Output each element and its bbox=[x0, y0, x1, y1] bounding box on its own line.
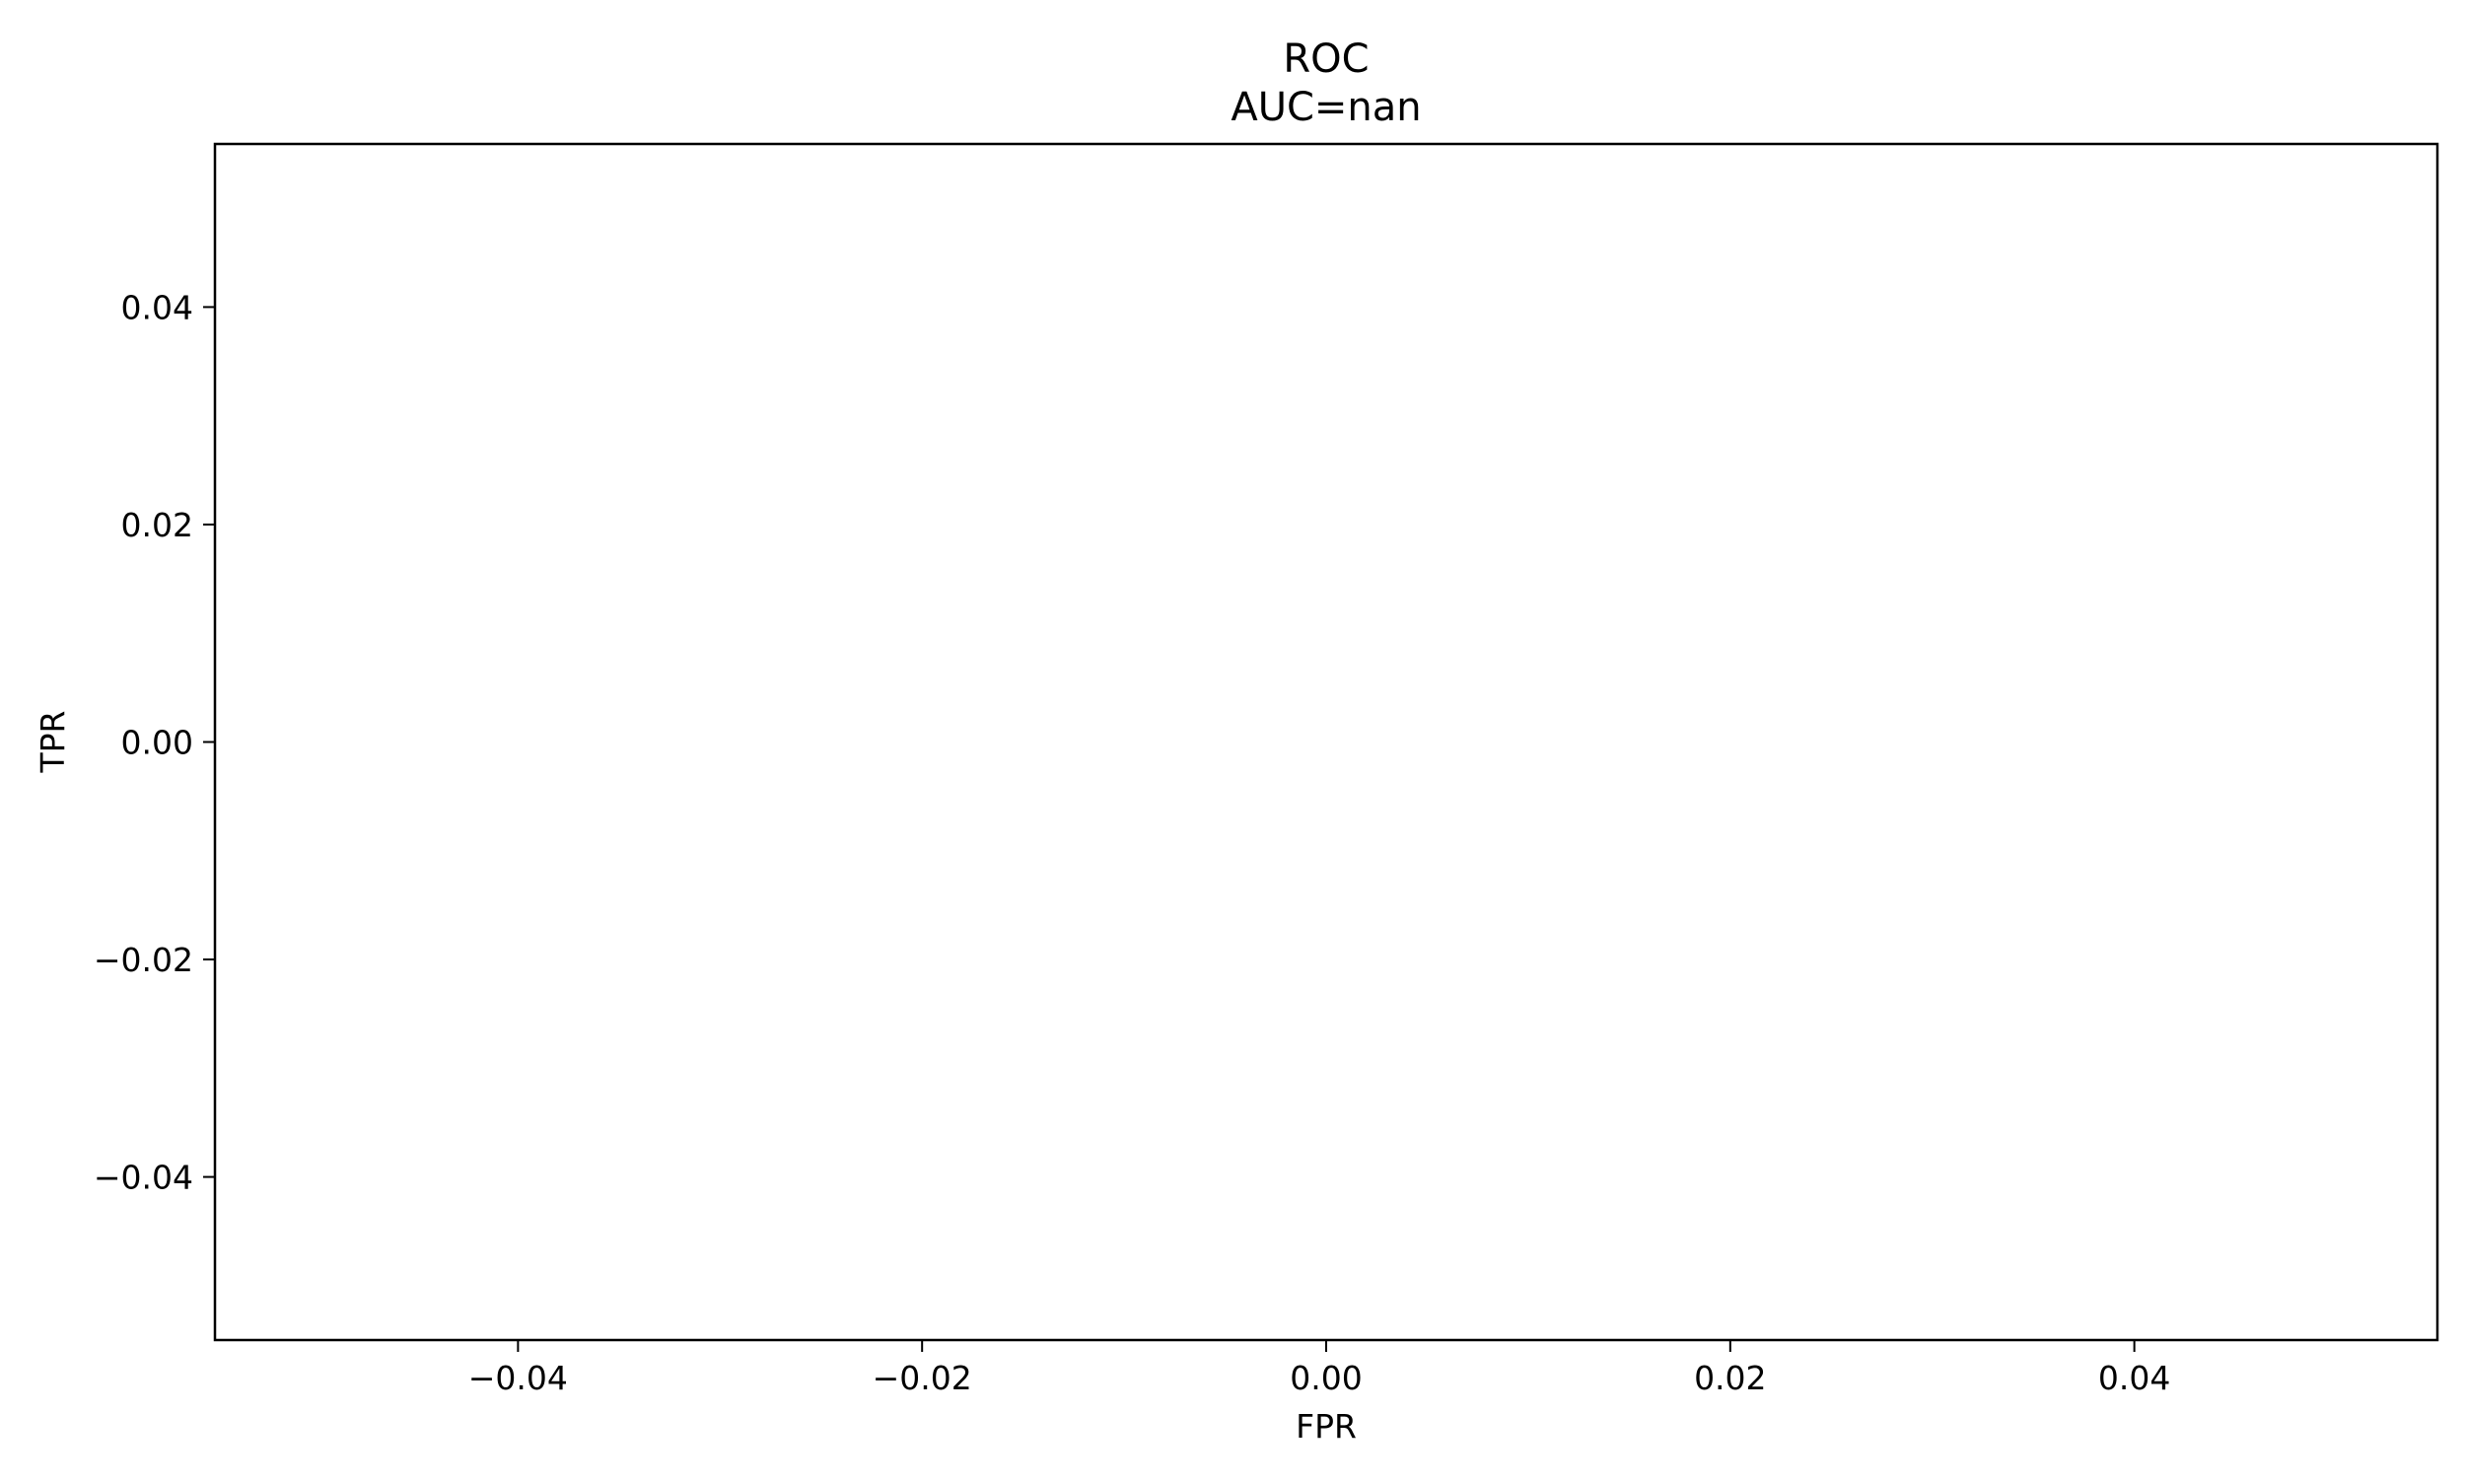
y-tick-label: −0.04 bbox=[94, 1159, 193, 1197]
x-tick-label: 0.02 bbox=[1694, 1359, 1766, 1397]
y-axis-ticks: −0.04 −0.02 0.00 0.02 0.04 bbox=[94, 288, 215, 1197]
y-tick-label: 0.00 bbox=[121, 724, 193, 762]
chart-title: ROC bbox=[1283, 36, 1369, 82]
x-axis-ticks: −0.04 −0.02 0.00 0.02 0.04 bbox=[468, 1340, 2170, 1397]
x-tick-label: −0.04 bbox=[468, 1359, 568, 1397]
x-axis-label: FPR bbox=[1296, 1407, 1357, 1446]
chart-subtitle: AUC=nan bbox=[1231, 85, 1421, 130]
x-tick-label: −0.02 bbox=[873, 1359, 972, 1397]
y-tick-label: −0.02 bbox=[94, 941, 193, 979]
x-tick-label: 0.00 bbox=[1290, 1359, 1362, 1397]
y-tick-label: 0.02 bbox=[121, 506, 193, 544]
y-tick-label: 0.04 bbox=[121, 288, 193, 326]
plot-area bbox=[213, 142, 2439, 1342]
y-axis-label: TPR bbox=[34, 711, 72, 774]
x-tick-label: 0.04 bbox=[2098, 1359, 2170, 1397]
